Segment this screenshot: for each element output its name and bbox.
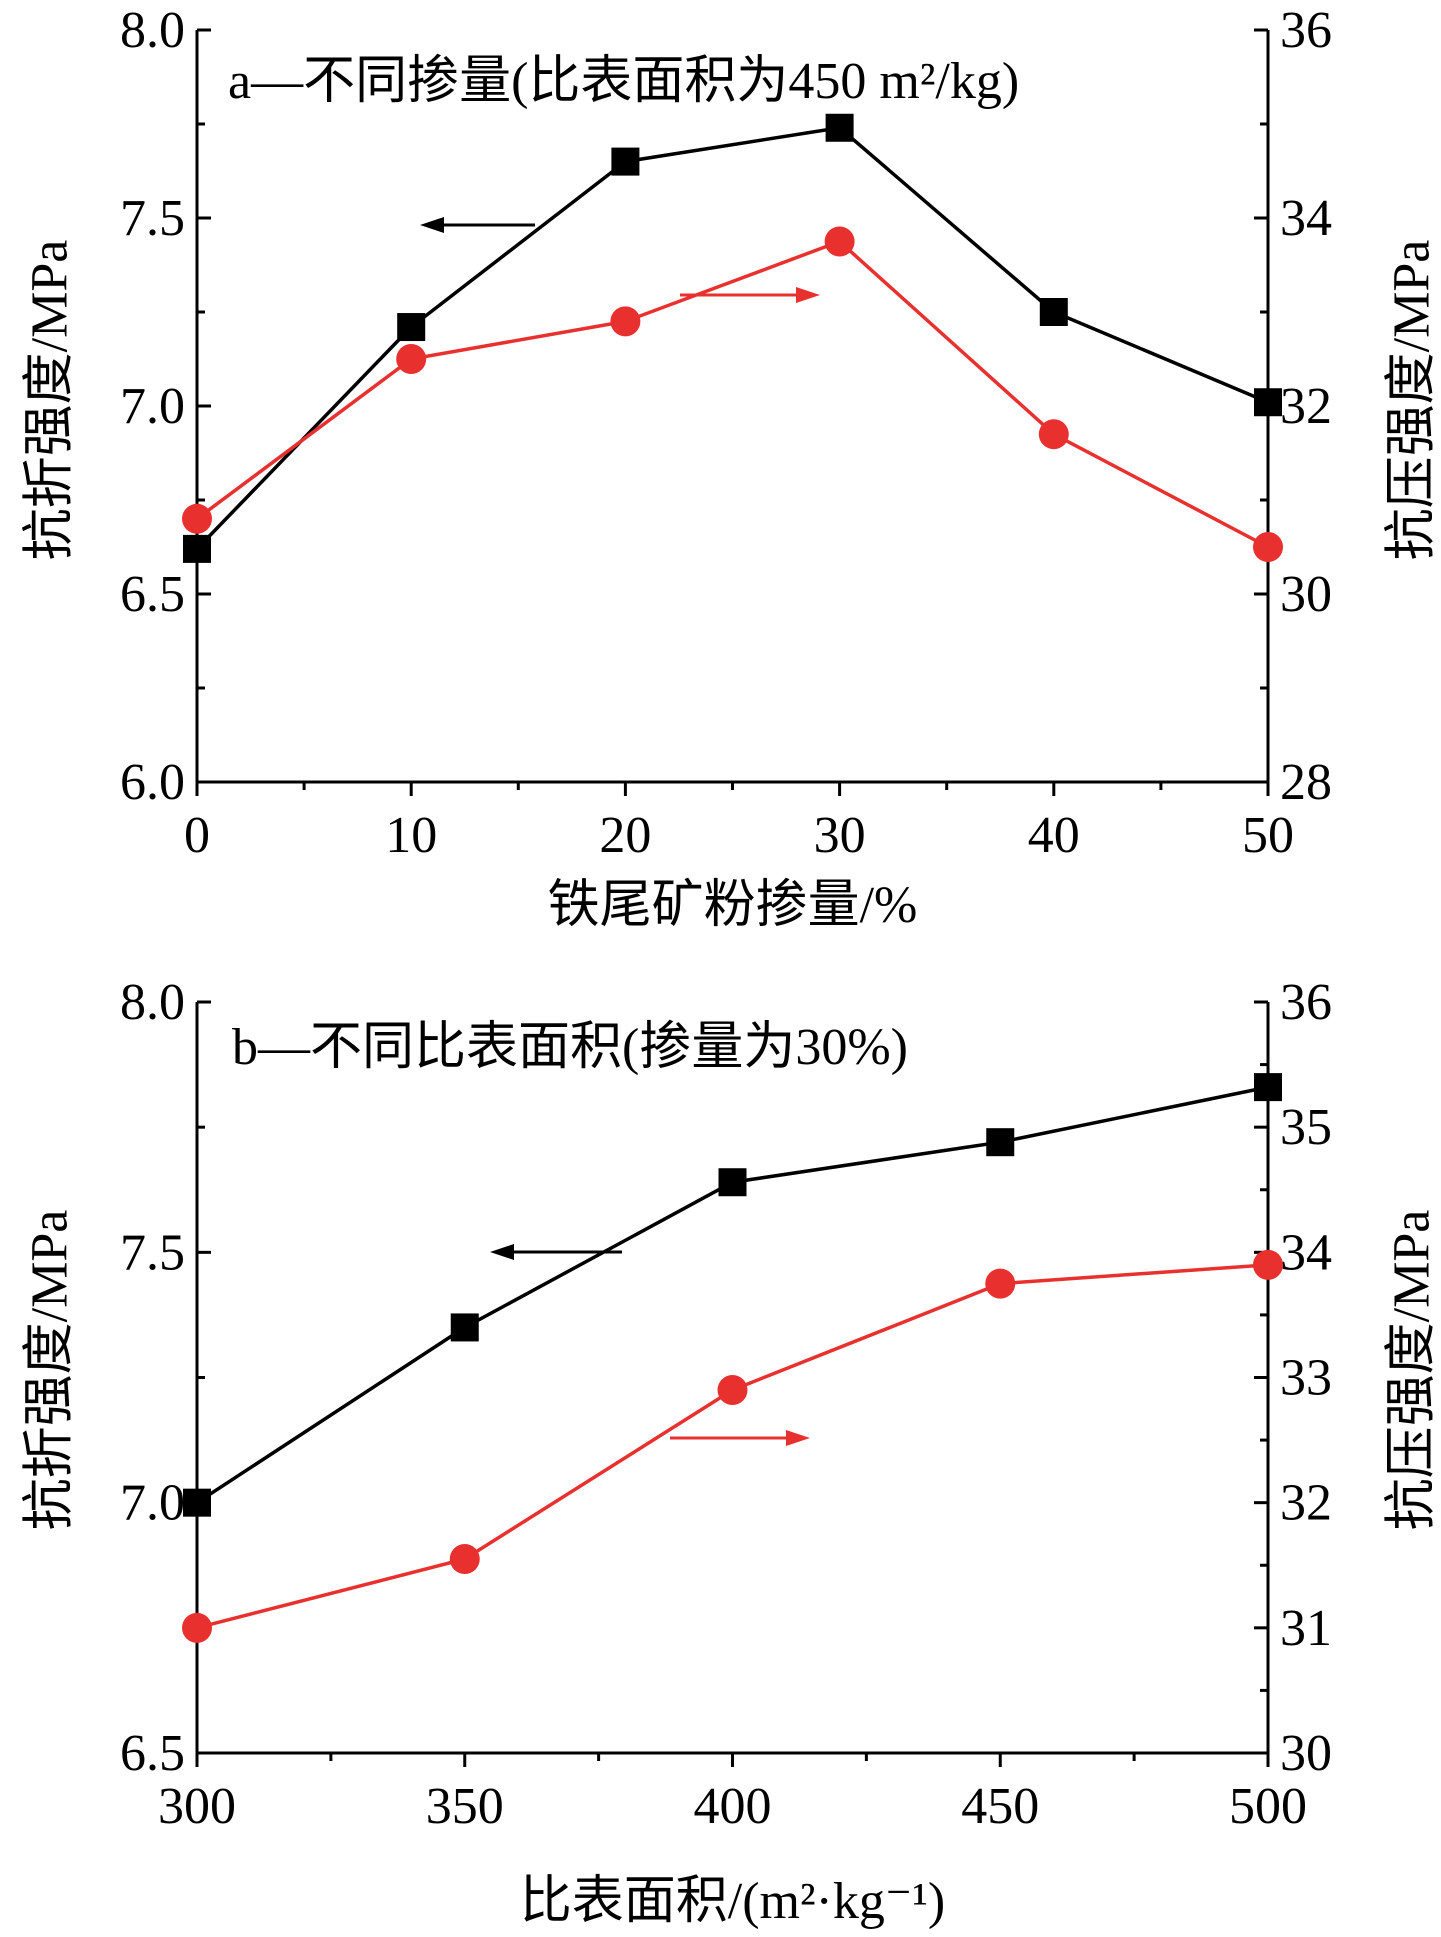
x-tick-label: 10 [385,807,437,864]
x-axis-label: 比表面积/(m²·kg⁻¹) [520,1873,945,1930]
right-y-tick-label: 31 [1280,1600,1332,1657]
panel-title: a—不同掺量(比表面积为450 m²/kg) [228,53,1019,110]
data-point-square [611,147,640,176]
data-point-square [825,113,854,142]
data-point-circle [1253,1249,1283,1280]
data-point-square [450,1313,479,1342]
left-axis-arrow-icon-head [490,1244,514,1260]
series-line-flexural [196,1085,1269,1505]
right-y-tick-label: 35 [1280,1099,1332,1156]
series-line-compressive [196,1263,1269,1630]
left-y-axis-label: 抗折强度/MPa [22,1210,79,1531]
x-tick-label: 20 [599,807,651,864]
right-axis-arrow-icon-head [796,287,820,303]
right-y-tick-label: 36 [1280,2,1332,59]
right-axis-arrow-icon-head [786,1430,810,1446]
data-point-square [1254,1073,1282,1102]
data-point-circle [182,1612,212,1643]
data-point-square [183,534,211,563]
right-y-tick-label: 30 [1280,566,1332,623]
data-point-square [1039,298,1068,326]
data-point-circle [824,226,855,257]
left-y-axis-label: 抗折强度/MPa [22,240,79,561]
left-y-tick-label: 7.0 [120,1475,185,1532]
data-point-circle [1253,532,1283,562]
chart-panel-b: 300 350 400 450 500 6.5 7.0 7.5 8.0 30 31 32 33 34 35 3… [22,974,1441,1930]
data-point-circle [985,1268,1016,1299]
data-point-circle [449,1543,480,1574]
x-tick-label: 450 [961,1778,1039,1835]
data-point-circle [717,1375,748,1406]
left-y-tick-label: 7.5 [120,190,185,247]
right-y-tick-label: 34 [1280,1224,1332,1281]
x-tick-label: 300 [158,1778,236,1835]
left-y-tick-label: 6.5 [120,1725,185,1782]
x-tick-label: 50 [1242,807,1294,864]
data-point-square [183,1488,211,1517]
panel-title: b—不同比表面积(掺量为30%) [232,1019,908,1076]
left-y-tick-label: 6.5 [120,566,185,623]
x-tick-label: 0 [184,807,210,864]
left-y-tick-label: 6.0 [120,754,185,811]
x-tick-label: 400 [694,1778,772,1835]
data-point-square [986,1128,1015,1157]
left-y-tick-label: 7.5 [120,1224,185,1281]
x-tick-label: 500 [1229,1778,1307,1835]
x-axis-label: 铁尾矿粉掺量/% [548,877,918,934]
right-y-tick-label: 32 [1280,378,1332,435]
right-y-tick-label: 28 [1280,754,1332,811]
data-point-circle [610,306,641,337]
left-y-tick-label: 7.0 [120,378,185,435]
left-axis-arrow-icon-head [420,217,444,233]
x-tick-label: 350 [426,1778,504,1835]
data-point-square [397,313,426,342]
data-point-circle [1038,419,1069,450]
data-point-circle [182,503,212,534]
right-y-tick-label: 33 [1280,1350,1332,1407]
chart-panel-a: 0 10 20 30 40 50 6.0 6.5 7.0 7.5 8.0 28 30 32 34 36 a—不同… [22,2,1441,934]
right-y-axis-label: 抗压强度/MPa [1384,1210,1441,1531]
right-y-axis-label: 抗压强度/MPa [1384,240,1441,561]
series-line-flexural [195,125,1269,551]
x-tick-label: 40 [1028,807,1080,864]
right-y-tick-label: 34 [1280,190,1332,247]
right-y-tick-label: 32 [1280,1475,1332,1532]
x-tick-label: 30 [814,807,866,864]
right-y-tick-label: 30 [1280,1725,1332,1782]
series-line-compressive [195,239,1269,549]
data-point-square [1254,388,1282,417]
data-point-square [718,1168,747,1197]
left-y-tick-label: 8.0 [120,2,185,59]
right-y-tick-label: 36 [1280,974,1332,1031]
data-point-circle [396,344,427,374]
left-y-tick-label: 8.0 [120,974,185,1031]
